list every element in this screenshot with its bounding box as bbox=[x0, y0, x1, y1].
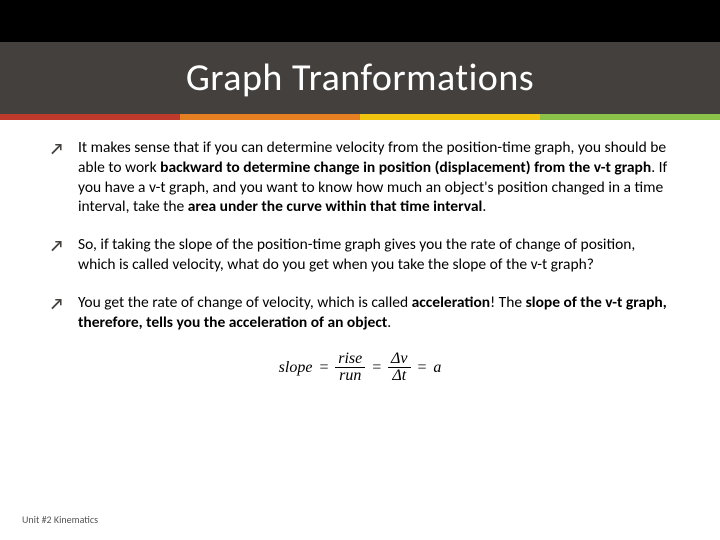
fraction-denominator: Δt bbox=[389, 368, 409, 385]
slope-formula: slope = rise run = Δv Δt = a bbox=[279, 351, 442, 386]
top-black-bar bbox=[0, 0, 720, 42]
formula-rhs: a bbox=[433, 359, 441, 377]
formula-container: slope = rise run = Δv Δt = a bbox=[50, 351, 670, 386]
fraction-numerator: Δv bbox=[388, 351, 411, 368]
formula-lhs: slope bbox=[279, 359, 313, 377]
accent-segment-orange bbox=[180, 114, 360, 120]
fraction-numerator: rise bbox=[335, 351, 365, 368]
bullet-item: ↗ You get the rate of change of velocity… bbox=[50, 293, 670, 333]
bullet-text: You get the rate of change of velocity, … bbox=[78, 293, 670, 333]
content-area: ↗ It makes sense that if you can determi… bbox=[0, 120, 720, 385]
equals-sign: = bbox=[318, 359, 329, 377]
equals-sign: = bbox=[417, 359, 428, 377]
arrow-icon: ↗ bbox=[50, 138, 78, 217]
accent-bar bbox=[0, 114, 720, 120]
arrow-icon: ↗ bbox=[50, 293, 78, 333]
bullet-item: ↗ It makes sense that if you can determi… bbox=[50, 138, 670, 217]
equals-sign: = bbox=[371, 359, 382, 377]
bullet-item: ↗ So, if taking the slope of the positio… bbox=[50, 235, 670, 275]
fraction-rise-run: rise run bbox=[335, 351, 365, 386]
fraction-denominator: run bbox=[336, 368, 364, 385]
slide-title: Graph Tranformations bbox=[186, 55, 534, 101]
accent-segment-green bbox=[540, 114, 720, 120]
accent-segment-yellow bbox=[360, 114, 540, 120]
bullet-text: It makes sense that if you can determine… bbox=[78, 138, 670, 217]
fraction-dv-dt: Δv Δt bbox=[388, 351, 411, 386]
accent-segment-red bbox=[0, 114, 180, 120]
arrow-icon: ↗ bbox=[50, 235, 78, 275]
footer-text: Unit #2 Kinematics bbox=[22, 513, 98, 526]
header-band: Graph Tranformations bbox=[0, 42, 720, 114]
bullet-text: So, if taking the slope of the position-… bbox=[78, 235, 670, 275]
